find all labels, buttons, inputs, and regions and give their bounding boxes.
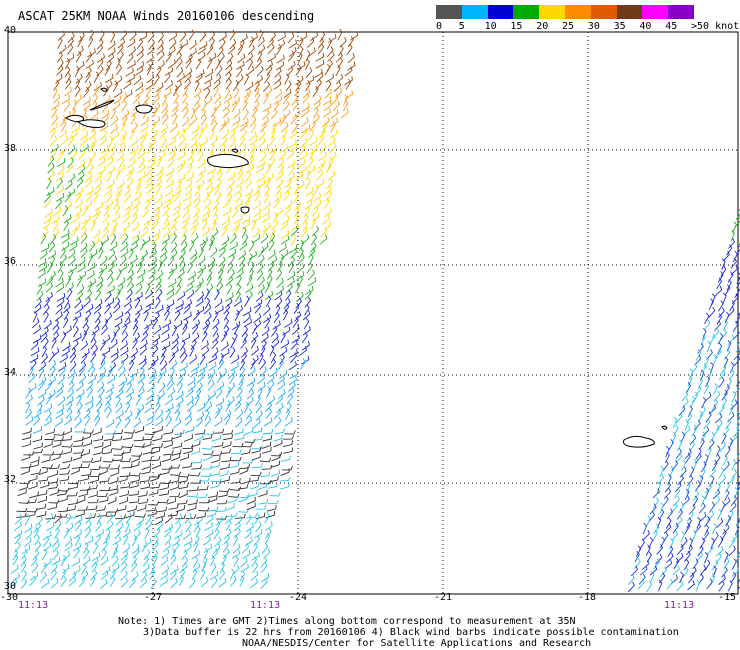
lat-lon-grid — [8, 32, 738, 594]
legend-tick-label: 45 — [665, 21, 678, 32]
lat-label-38: 38 — [4, 143, 17, 154]
legend-swatch — [539, 5, 565, 19]
island-outline — [231, 148, 239, 153]
island-outline — [135, 104, 153, 114]
pass-time-east: 11:13 — [664, 600, 695, 611]
wind-swath-west — [9, 28, 359, 590]
pass-time-center: 11:13 — [250, 600, 281, 611]
pass-time-west: 11:13 — [18, 600, 49, 611]
legend-swatch — [513, 5, 540, 19]
legend-tick-label: 5 — [458, 21, 465, 32]
legend-tick-label: 0 — [436, 21, 443, 32]
island-outline — [100, 87, 108, 92]
legend-swatch — [642, 5, 669, 19]
island-outline — [89, 99, 115, 111]
lat-label-36: 36 — [4, 256, 17, 267]
lon-label-15w: -15 — [718, 592, 737, 603]
lon-label-21w: -21 — [434, 592, 453, 603]
legend-swatch — [436, 5, 462, 19]
wind-speed-legend: 0 5 10 15 20 25 30 35 40 45 >50 knots — [436, 5, 740, 33]
legend-tick-label: 35 — [613, 21, 626, 32]
lat-label-40: 40 — [4, 25, 17, 36]
lon-label-18w: -18 — [578, 592, 597, 603]
legend-swatch — [616, 5, 643, 19]
legend-tick-label: 10 — [484, 21, 497, 32]
legend-swatch — [668, 5, 694, 19]
note-line-2: 3)Data buffer is 22 hrs from 20160106 4)… — [143, 627, 679, 638]
azores-madeira-coastlines — [65, 87, 668, 448]
legend-tick-label: 40 — [639, 21, 652, 32]
lon-label-30w: -30 — [0, 592, 19, 603]
legend-tick-label: >50 knots — [691, 21, 740, 32]
lon-label-24w: -24 — [289, 592, 308, 603]
island-outline — [661, 425, 668, 430]
note-line-3: NOAA/NESDIS/Center for Satellite Applica… — [242, 638, 592, 649]
island-outline — [623, 435, 655, 448]
legend-swatch — [461, 5, 488, 19]
legend-tick-label: 15 — [510, 21, 523, 32]
island-outline — [207, 153, 249, 169]
lat-label-32: 32 — [4, 474, 17, 485]
wind-swath-east — [627, 208, 740, 593]
lat-label-30: 30 — [4, 581, 17, 592]
legend-swatch — [487, 5, 514, 19]
legend-color-bar — [436, 5, 736, 19]
island-outline — [76, 119, 106, 128]
note-line-1: Note: 1) Times are GMT 2)Times along bot… — [118, 616, 576, 627]
legend-tick-label: 25 — [562, 21, 575, 32]
lon-label-27w: -27 — [144, 592, 163, 603]
legend-swatch — [590, 5, 617, 19]
legend-tick-label: 20 — [536, 21, 549, 32]
island-outline — [65, 114, 85, 123]
legend-tick-labels: 0 5 10 15 20 25 30 35 40 45 >50 knots — [436, 19, 740, 33]
map-title: ASCAT 25KM NOAA Winds 20160106 descendin… — [18, 9, 315, 23]
lat-label-34: 34 — [4, 367, 17, 378]
legend-swatch — [564, 5, 591, 19]
legend-tick-label: 30 — [587, 21, 600, 32]
island-outline — [240, 206, 250, 214]
